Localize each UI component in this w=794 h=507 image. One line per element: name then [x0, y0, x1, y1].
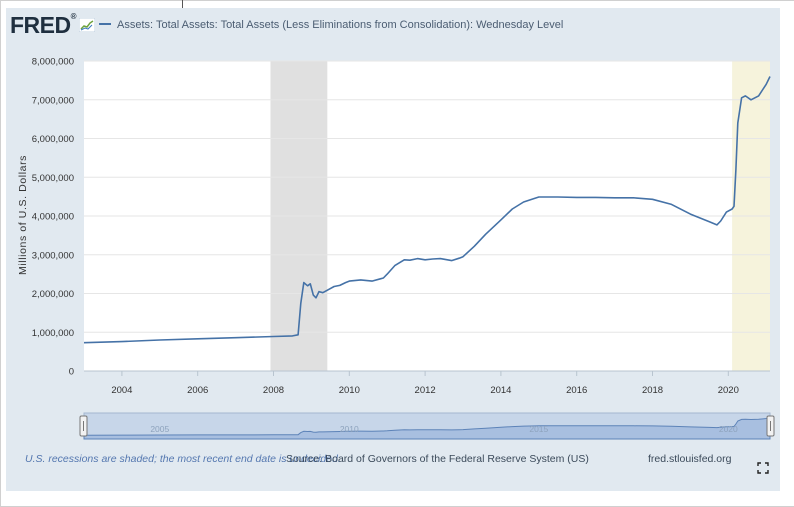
fullscreen-icon[interactable]: [757, 462, 769, 474]
navigator-tick-label: 2015: [529, 424, 548, 434]
navigator-tick-label: 2010: [340, 424, 359, 434]
left-frame-line: [0, 0, 1, 507]
top-tick-mark: [182, 0, 183, 8]
x-tick-label: 2016: [566, 385, 587, 396]
y-tick-label: 5,000,000: [32, 173, 74, 184]
x-tick-label: 2004: [111, 385, 132, 396]
x-tick-label: 2014: [490, 385, 511, 396]
legend-line-swatch: [99, 22, 112, 25]
navigator-tick-label: 2005: [150, 424, 169, 434]
y-tick-label: 3,000,000: [32, 250, 74, 261]
chart-header: FRED® Assets: Total Assets: Total Assets…: [10, 12, 563, 38]
fred-logo[interactable]: FRED®: [10, 11, 77, 38]
fred-chart-mark-icon: [79, 18, 96, 32]
y-tick-label: 8,000,000: [32, 57, 74, 68]
x-tick-label: 2008: [263, 385, 284, 396]
x-tick-label: 2020: [718, 385, 739, 396]
y-tick-label: 1,000,000: [32, 328, 74, 339]
range-navigator[interactable]: 2005 2010 2015 2020: [79, 412, 775, 440]
y-tick-label: 7,000,000: [32, 95, 74, 106]
x-tick-label: 2006: [187, 385, 208, 396]
y-axis-label: Millions of U.S. Dollars: [17, 155, 29, 275]
recession-note: U.S. recessions are shaded; the most rec…: [25, 453, 341, 465]
top-frame-line: [0, 0, 794, 1]
series-line: [83, 76, 771, 344]
x-tick-label: 2018: [642, 385, 663, 396]
y-tick-label: 0: [69, 367, 74, 378]
navigator-tick-label: 2020: [719, 424, 738, 434]
x-tick-label: 2010: [339, 385, 360, 396]
series-title: Assets: Total Assets: Total Assets (Less…: [117, 19, 564, 31]
source-text: Source: Board of Governors of the Federa…: [286, 453, 589, 465]
y-tick-label: 4,000,000: [32, 212, 74, 223]
y-tick-label: 6,000,000: [32, 134, 74, 145]
site-link[interactable]: fred.stlouisfed.org: [648, 453, 732, 465]
navigator-series-area: [83, 417, 771, 440]
x-tick-label: 2012: [415, 385, 436, 396]
y-tick-label: 2,000,000: [32, 289, 74, 300]
